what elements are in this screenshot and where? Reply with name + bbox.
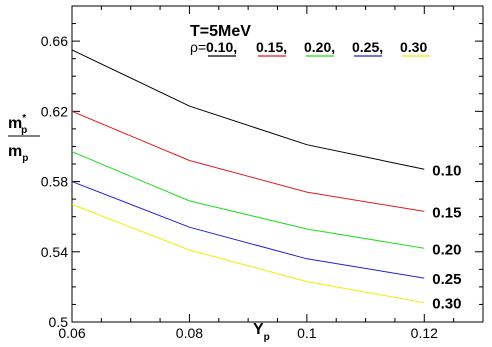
legend-item-0.30: 0.30 xyxy=(400,39,427,55)
series-end-label-0.30: 0.30 xyxy=(432,296,461,313)
y-tick-label: 0.54 xyxy=(41,244,68,260)
x-axis-label: Yp xyxy=(253,321,270,343)
series-end-label-0.20: 0.20 xyxy=(432,241,461,258)
series-line-0.10 xyxy=(71,49,425,170)
y-tick-label: 0.66 xyxy=(41,33,68,49)
y-label-denominator: mp xyxy=(8,143,28,164)
x-tick-label: 0.08 xyxy=(176,325,203,341)
axis-ticks: 0.5 0.54 0.58 0.62 0.66 0.06 0.08 0.1 0.12 xyxy=(41,5,484,341)
series-end-label-0.25: 0.25 xyxy=(432,271,461,288)
legend-item-0.10: 0.10, xyxy=(206,39,237,55)
legend-prefix: ρ= xyxy=(190,39,206,55)
series-line-0.30 xyxy=(71,203,425,304)
series-line-0.25 xyxy=(71,181,425,279)
y-tick-label: 0.58 xyxy=(41,174,68,190)
series-lines xyxy=(71,49,425,304)
y-axis-label: m* p mp xyxy=(8,113,40,164)
x-tick-label: 0.1 xyxy=(297,325,317,341)
series-line-0.20 xyxy=(71,151,425,249)
legend-item-0.15: 0.15, xyxy=(256,39,287,55)
legend: ρ= 0.10, 0.15, 0.20, 0.25, 0.30 xyxy=(190,39,430,57)
series-end-labels: 0.10 0.15 0.20 0.25 0.30 xyxy=(432,162,461,312)
series-line-0.15 xyxy=(71,110,425,212)
x-tick-label: 0.12 xyxy=(411,325,438,341)
y-tick-label: 0.5 xyxy=(49,314,69,330)
y-tick-label: 0.62 xyxy=(41,103,68,119)
series-end-label-0.15: 0.15 xyxy=(432,204,461,221)
legend-item-0.20: 0.20, xyxy=(304,39,335,55)
chart-title: T=5MeV xyxy=(190,23,251,40)
legend-item-0.25: 0.25, xyxy=(352,39,383,55)
series-end-label-0.10: 0.10 xyxy=(432,162,461,179)
x-tick-label: 0.06 xyxy=(58,325,85,341)
y-label-numerator: m* p xyxy=(8,113,27,136)
